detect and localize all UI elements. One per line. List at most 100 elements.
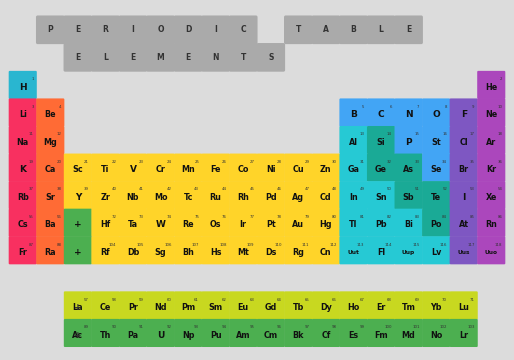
Text: +: + (74, 220, 82, 229)
Text: 55: 55 (29, 215, 34, 219)
FancyBboxPatch shape (284, 154, 313, 182)
FancyBboxPatch shape (256, 209, 285, 237)
Text: 89: 89 (84, 325, 89, 329)
FancyBboxPatch shape (395, 98, 423, 126)
Text: P: P (47, 25, 53, 34)
Text: Bk: Bk (292, 331, 304, 340)
FancyBboxPatch shape (395, 181, 423, 209)
FancyBboxPatch shape (64, 236, 92, 264)
FancyBboxPatch shape (36, 126, 64, 154)
Text: Pm: Pm (181, 303, 195, 312)
Text: Db: Db (127, 248, 139, 257)
Text: Si: Si (377, 138, 386, 147)
Text: Ar: Ar (486, 138, 497, 147)
Text: Pd: Pd (265, 193, 277, 202)
Text: Na: Na (16, 138, 29, 147)
Text: 78: 78 (277, 215, 282, 219)
FancyBboxPatch shape (174, 236, 202, 264)
Text: 39: 39 (84, 188, 89, 192)
FancyBboxPatch shape (36, 154, 64, 182)
Text: Ra: Ra (45, 248, 56, 257)
Text: Mn: Mn (181, 165, 195, 174)
Text: Er: Er (376, 303, 386, 312)
FancyBboxPatch shape (422, 319, 450, 347)
Text: Zr: Zr (100, 193, 111, 202)
FancyBboxPatch shape (201, 15, 230, 44)
Text: 34: 34 (442, 160, 447, 164)
Text: M: M (157, 53, 164, 62)
Text: 112: 112 (329, 243, 337, 247)
Text: 79: 79 (304, 215, 309, 219)
Text: 36: 36 (498, 160, 502, 164)
Text: Zn: Zn (320, 165, 332, 174)
Text: Fm: Fm (374, 331, 388, 340)
FancyBboxPatch shape (91, 154, 119, 182)
Text: 118: 118 (495, 243, 502, 247)
Text: +: + (74, 303, 82, 312)
FancyBboxPatch shape (367, 236, 395, 264)
FancyBboxPatch shape (367, 126, 395, 154)
Text: Th: Th (100, 331, 111, 340)
Text: Sg: Sg (155, 248, 167, 257)
FancyBboxPatch shape (119, 291, 147, 319)
FancyBboxPatch shape (450, 98, 478, 126)
Text: 62: 62 (222, 298, 227, 302)
FancyBboxPatch shape (339, 15, 368, 44)
FancyBboxPatch shape (312, 209, 340, 237)
Text: Re: Re (182, 220, 194, 229)
Text: Hf: Hf (100, 220, 111, 229)
Text: Hs: Hs (210, 248, 222, 257)
FancyBboxPatch shape (367, 181, 395, 209)
Text: 93: 93 (194, 325, 199, 329)
FancyBboxPatch shape (311, 15, 340, 44)
Text: B: B (351, 25, 356, 34)
Text: Pa: Pa (127, 331, 139, 340)
Text: 9: 9 (472, 105, 475, 109)
Text: La: La (72, 303, 83, 312)
Text: Es: Es (348, 331, 359, 340)
FancyBboxPatch shape (174, 154, 202, 182)
Text: 41: 41 (139, 188, 144, 192)
FancyBboxPatch shape (36, 209, 64, 237)
Text: Ba: Ba (45, 220, 56, 229)
FancyBboxPatch shape (91, 236, 119, 264)
Text: Fr: Fr (19, 248, 27, 257)
Text: Tb: Tb (292, 303, 304, 312)
Text: Nd: Nd (154, 303, 167, 312)
Text: 74: 74 (167, 215, 172, 219)
Text: Tl: Tl (350, 220, 358, 229)
Text: He: He (485, 83, 498, 92)
Text: Sn: Sn (375, 193, 387, 202)
Text: 107: 107 (192, 243, 199, 247)
Text: 23: 23 (139, 160, 144, 164)
FancyBboxPatch shape (64, 319, 92, 347)
Text: 35: 35 (470, 160, 475, 164)
Text: 46: 46 (277, 188, 282, 192)
Text: Rg: Rg (292, 248, 304, 257)
Text: Am: Am (236, 331, 250, 340)
Text: 22: 22 (112, 160, 117, 164)
Text: Rh: Rh (237, 193, 249, 202)
Text: Y: Y (75, 193, 81, 202)
FancyBboxPatch shape (339, 98, 368, 126)
FancyBboxPatch shape (174, 181, 202, 209)
Text: 40: 40 (112, 188, 117, 192)
Text: 25: 25 (194, 160, 199, 164)
FancyBboxPatch shape (201, 154, 230, 182)
Text: Eu: Eu (237, 303, 249, 312)
Text: W: W (156, 220, 166, 229)
Text: 90: 90 (112, 325, 117, 329)
Text: 59: 59 (139, 298, 144, 302)
Text: S: S (268, 53, 273, 62)
Text: T: T (241, 53, 246, 62)
FancyBboxPatch shape (422, 236, 450, 264)
Text: Al: Al (349, 138, 358, 147)
FancyBboxPatch shape (477, 71, 505, 99)
Text: 49: 49 (359, 188, 364, 192)
Text: 108: 108 (219, 243, 227, 247)
Text: Hg: Hg (320, 220, 332, 229)
Text: D: D (185, 25, 191, 34)
Text: Cu: Cu (292, 165, 304, 174)
Text: A: A (323, 25, 329, 34)
FancyBboxPatch shape (91, 291, 119, 319)
